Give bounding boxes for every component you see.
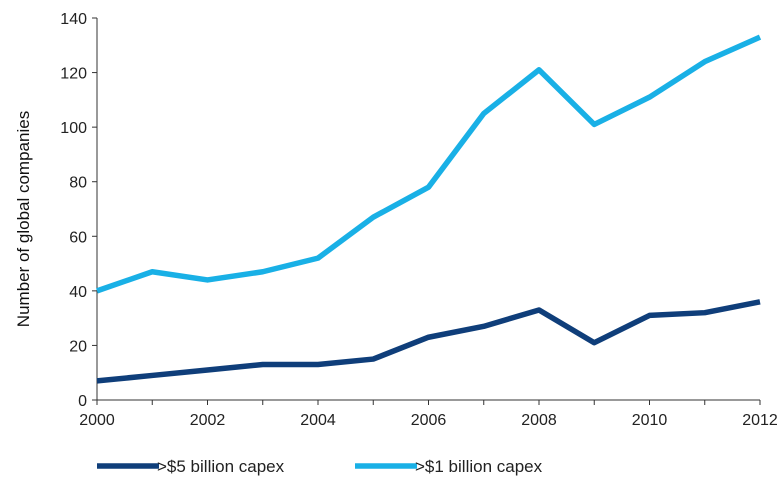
y-axis-title: Number of global companies	[14, 111, 33, 327]
x-tick-label: 2010	[632, 412, 668, 429]
y-tick-label: 120	[60, 66, 87, 83]
y-tick-label: 0	[78, 393, 87, 410]
y-tick-label: 80	[69, 175, 87, 192]
x-tick-label: 2008	[521, 412, 557, 429]
series-line-2	[96, 34, 762, 294]
series-line-1	[96, 299, 761, 384]
y-tick-label: 40	[69, 284, 87, 301]
y-axis: 0 20 40 60 80 100 120 140	[60, 11, 98, 410]
x-tick-label: 2012	[742, 412, 778, 429]
y-ticks: 0 20 40 60 80 100 120 140	[60, 11, 97, 410]
y-tick-label: 60	[69, 229, 87, 246]
x-tick-label: 2000	[79, 412, 115, 429]
legend-label-1: >$5 billion capex	[157, 457, 285, 476]
legend: >$5 billion capex >$1 billion capex	[97, 457, 543, 476]
y-tick-label: 140	[60, 11, 87, 28]
x-tick-label: 2006	[411, 412, 447, 429]
x-tick-label: 2004	[300, 412, 336, 429]
y-tick-label: 100	[60, 120, 87, 137]
x-tick-label: 2002	[190, 412, 226, 429]
x-ticks: 2000 2002 2004 2006 2008 2010 2012	[79, 400, 778, 429]
y-tick-label: 20	[69, 338, 87, 355]
x-axis: 2000 2002 2004 2006 2008 2010 2012	[79, 399, 778, 429]
legend-label-2: >$1 billion capex	[415, 457, 543, 476]
series-layer	[96, 34, 762, 384]
